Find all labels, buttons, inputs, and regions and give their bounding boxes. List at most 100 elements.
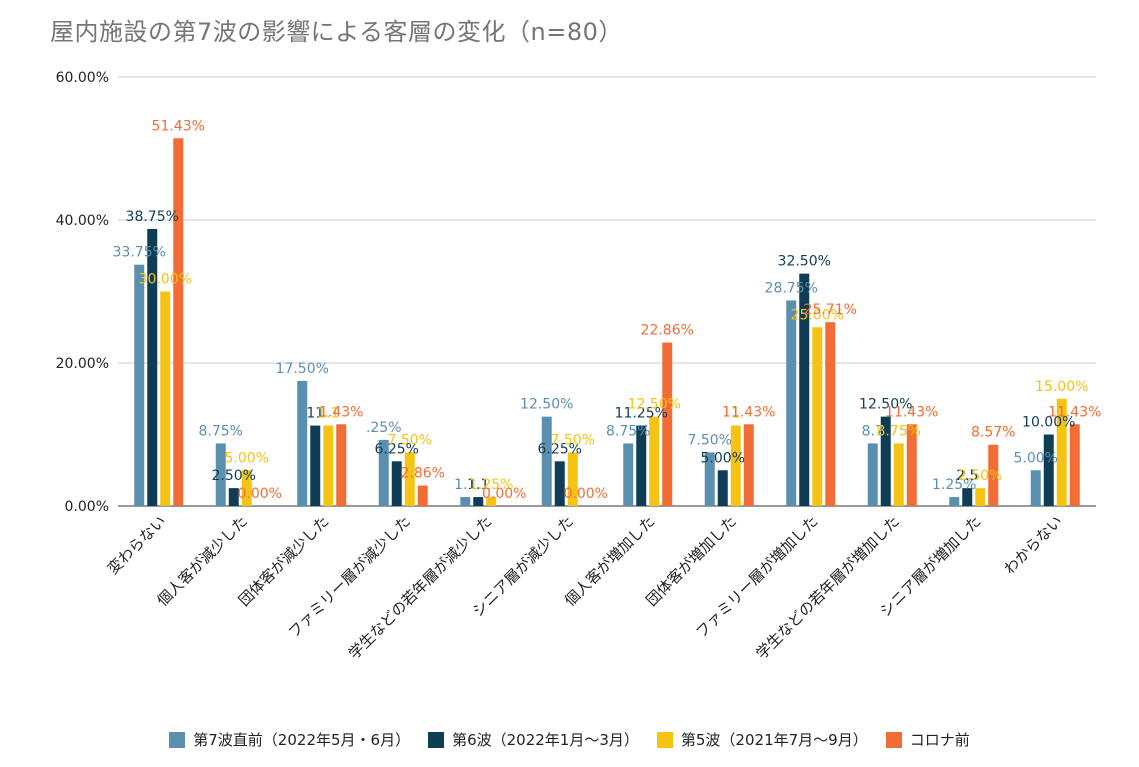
bar bbox=[786, 300, 797, 506]
bar bbox=[228, 488, 239, 506]
bar bbox=[893, 443, 904, 506]
bar bbox=[1056, 398, 1067, 506]
data-label: 6.25% bbox=[375, 441, 419, 457]
data-label: 2.50% bbox=[958, 468, 1002, 484]
data-label: 2.50% bbox=[212, 468, 256, 484]
chart-title: 屋内施設の第7波の影響による客層の変化（n=80） bbox=[50, 18, 623, 46]
bar bbox=[812, 327, 823, 506]
legend-swatch-0 bbox=[169, 731, 186, 748]
data-label: 1.43% bbox=[319, 404, 363, 420]
bar bbox=[391, 461, 402, 506]
data-label: 1.1 bbox=[317, 406, 339, 422]
bar bbox=[988, 444, 999, 506]
bar bbox=[949, 497, 960, 506]
bar bbox=[799, 273, 810, 506]
data-label: 11.43% bbox=[722, 404, 775, 420]
data-labels-layer: 33.75% 38.75% 30.00% 51.43% 8.75% 2.50% 5.00% 0… bbox=[113, 118, 1102, 502]
data-label: 7.50% bbox=[388, 432, 432, 448]
data-label: 5.00% bbox=[225, 450, 269, 466]
legend-swatch-1 bbox=[428, 731, 445, 748]
y-tick-label: 60.00% bbox=[56, 70, 109, 86]
legend-label: 第7波直前（2022年5月・6月） bbox=[193, 731, 411, 749]
data-label: 6.25% bbox=[538, 441, 582, 457]
bar bbox=[486, 497, 497, 506]
bar bbox=[554, 461, 565, 506]
bar bbox=[623, 443, 634, 506]
data-label: 5.00% bbox=[701, 450, 745, 466]
data-label: 30.00% bbox=[139, 272, 192, 288]
bar bbox=[743, 424, 754, 506]
data-label: 2.5 bbox=[956, 468, 978, 484]
data-label: 12.50% bbox=[859, 397, 912, 413]
category-label: 変わらない bbox=[104, 512, 170, 578]
bar bbox=[323, 425, 334, 506]
data-label: 7.50% bbox=[688, 432, 732, 448]
bar bbox=[1043, 434, 1054, 506]
data-label: 25.71% bbox=[804, 302, 857, 318]
data-label: 8.7 bbox=[862, 423, 884, 439]
data-label: 7.50% bbox=[551, 432, 595, 448]
bar bbox=[567, 452, 578, 506]
y-tick-label: 40.00% bbox=[56, 213, 109, 229]
data-label: 11.43% bbox=[885, 404, 938, 420]
data-label: 1.1 bbox=[467, 477, 489, 493]
bar bbox=[649, 416, 660, 506]
legend-swatch-3 bbox=[885, 731, 902, 748]
bar bbox=[378, 439, 389, 506]
data-label: 1.1 bbox=[454, 477, 476, 493]
category-label: わからない bbox=[1000, 512, 1066, 578]
bar bbox=[541, 416, 552, 506]
data-label: 12.50% bbox=[628, 397, 681, 413]
bar bbox=[336, 424, 347, 506]
legend-swatch-2 bbox=[656, 731, 673, 748]
bar bbox=[962, 488, 973, 506]
data-label: .25% bbox=[366, 420, 402, 436]
bar bbox=[825, 322, 836, 506]
data-label: 1.25% bbox=[932, 477, 976, 493]
data-label: 10.00% bbox=[1022, 415, 1075, 431]
bar bbox=[662, 342, 673, 506]
bar bbox=[636, 425, 647, 506]
bar bbox=[1030, 470, 1041, 506]
bar bbox=[404, 452, 415, 506]
data-label: 0.00% bbox=[482, 486, 526, 502]
legend-label: 第5波（2021年7月～9月） bbox=[680, 731, 868, 749]
bar-chart: 0.00% 20.00% 40.00% 60.00% 33.75% 38.75% 30.0… bbox=[56, 70, 1102, 663]
data-label: 0.00% bbox=[564, 486, 608, 502]
bar bbox=[906, 424, 917, 506]
legend: 第7波直前（2022年5月・6月） 第6波（2022年1月～3月） 第5波（20… bbox=[0, 729, 1139, 750]
category-labels-layer: 変わらない個人客が減少した団体客が減少したファミリー層が減少した学生などの若年層… bbox=[104, 512, 1066, 663]
bar bbox=[473, 497, 484, 506]
legend-item: 第5波（2021年7月～9月） bbox=[656, 729, 868, 750]
legend-label: コロナ前 bbox=[909, 731, 970, 749]
bar bbox=[867, 443, 878, 506]
bar bbox=[134, 264, 145, 506]
data-label: 12.50% bbox=[520, 397, 573, 413]
bar bbox=[310, 425, 321, 506]
data-label: 15.00% bbox=[1035, 379, 1088, 395]
legend-label: 第6波（2022年1月～3月） bbox=[452, 731, 639, 749]
y-tick-label: 0.00% bbox=[65, 499, 109, 515]
bars-layer bbox=[134, 138, 1080, 506]
bar bbox=[173, 138, 184, 506]
data-label: 1.25% bbox=[469, 477, 513, 493]
bar bbox=[417, 485, 428, 506]
bar bbox=[1069, 424, 1080, 506]
data-label: 22.86% bbox=[641, 323, 694, 339]
bar bbox=[147, 228, 158, 506]
data-label: 8.75% bbox=[877, 423, 921, 439]
data-label: 33.75% bbox=[113, 245, 166, 261]
data-label: 2.86% bbox=[401, 466, 445, 482]
grid-layer: 0.00% 20.00% 40.00% 60.00% bbox=[56, 70, 1096, 515]
data-label: 17.50% bbox=[276, 361, 329, 377]
data-label: 0.00% bbox=[238, 486, 282, 502]
data-label: 32.50% bbox=[778, 254, 831, 270]
data-label: 1 bbox=[731, 406, 740, 422]
data-label: 28.75% bbox=[765, 280, 818, 296]
data-label: 11.43% bbox=[1048, 404, 1101, 420]
bar bbox=[975, 488, 986, 506]
legend-item: コロナ前 bbox=[885, 729, 970, 750]
data-label: 38.75% bbox=[126, 209, 179, 225]
data-label: 5.00% bbox=[1014, 450, 1058, 466]
category-label: 学生などの若年層が減少した bbox=[345, 512, 496, 663]
